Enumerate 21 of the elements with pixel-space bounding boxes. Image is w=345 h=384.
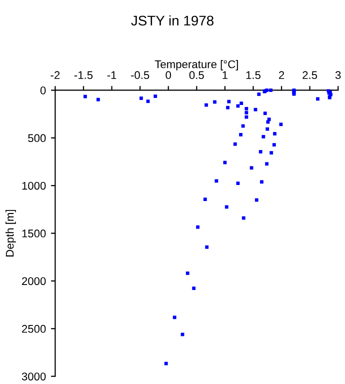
y-tick-label: 1000 xyxy=(22,182,46,190)
y-axis-title: Depth [m] xyxy=(6,210,16,256)
x-tick-label: 1 xyxy=(222,71,228,79)
y-tick-label: 1500 xyxy=(22,230,46,238)
y-tick-label: 2000 xyxy=(22,277,46,286)
x-tick-label: -1 xyxy=(107,71,116,79)
y-tick-label: 2500 xyxy=(22,324,46,333)
chart-title: JSTY in 1978 xyxy=(131,15,214,26)
x-tick-label: -2 xyxy=(50,71,60,79)
y-tick-label: 3000 xyxy=(22,372,46,380)
x-tick-label: 0 xyxy=(166,71,172,80)
y-tick-label: 500 xyxy=(28,134,46,142)
x-tick-label: 1.5 xyxy=(246,71,260,80)
x-tick-label: -1.5 xyxy=(74,71,93,80)
x-tick-label: -0.5 xyxy=(130,71,150,80)
x-tick-label: 2.5 xyxy=(302,71,318,80)
x-tick-label: 3 xyxy=(335,71,341,80)
x-tick-label: 0.5 xyxy=(189,71,204,80)
y-tick-label: 0 xyxy=(40,86,46,94)
x-axis-title: Temperature [°C] xyxy=(154,60,238,70)
x-tick-label: 2 xyxy=(278,71,284,79)
